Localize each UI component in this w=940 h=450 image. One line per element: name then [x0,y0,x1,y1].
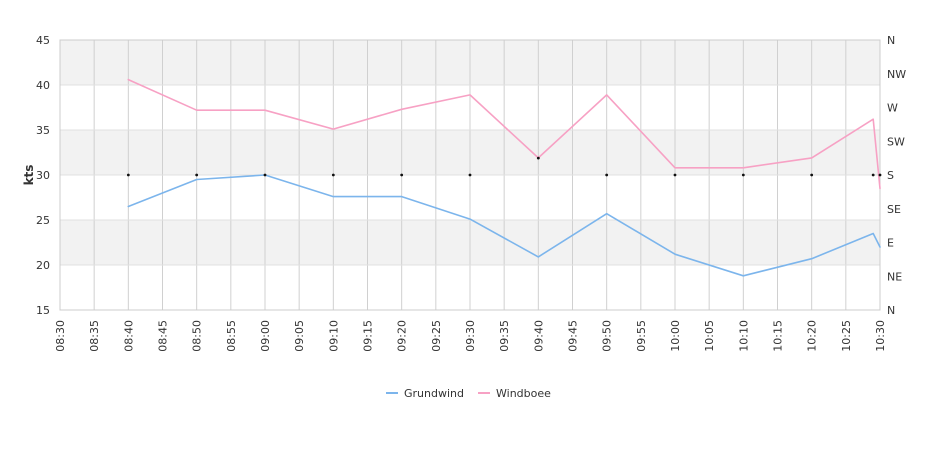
direction-marker [126,173,130,177]
y-axis-ticks: 15 20 25 30 35 40 45 [36,34,50,317]
x-tick-label: 09:15 [362,320,375,352]
direction-marker [871,173,875,177]
x-tick-label: 08:50 [191,320,204,352]
x-tick-label: 10:05 [703,320,716,352]
x-tick-label: 09:45 [567,320,580,352]
x-tick-label: 08:55 [225,320,238,352]
right-tick-label: N [887,34,895,47]
legend[interactable]: Grundwind Windboee [386,387,551,400]
x-tick-label: 09:35 [498,320,511,352]
direction-marker [400,173,404,177]
right-tick-label: S [887,169,894,182]
right-tick-label: W [887,102,898,115]
y-tick-label: 15 [36,304,50,317]
direction-marker [195,173,199,177]
right-tick-label: SE [887,203,901,216]
x-tick-label: 10:15 [772,320,785,352]
x-tick-label: 10:00 [669,320,682,352]
y-tick-label: 40 [36,79,50,92]
x-tick-label: 09:55 [635,320,648,352]
direction-marker [673,173,677,177]
right-tick-label: NE [887,270,902,283]
x-tick-label: 09:50 [601,320,614,352]
right-axis-ticks: N NE E SE S SW W NW N [887,34,906,317]
direction-marker [536,156,540,160]
right-tick-label: NW [887,68,906,81]
right-tick-label: N [887,304,895,317]
x-tick-label: 10:30 [874,320,887,352]
direction-marker [263,173,267,177]
x-tick-label: 08:45 [157,320,170,352]
legend-item-grundwind[interactable]: Grundwind [386,387,464,400]
y-tick-label: 30 [36,169,50,182]
direction-marker [878,173,882,177]
x-tick-label: 10:25 [840,320,853,352]
x-tick-label: 09:20 [396,320,409,352]
x-tick-label: 09:40 [532,320,545,352]
right-tick-label: E [887,237,894,250]
direction-marker [605,173,609,177]
legend-label: Grundwind [404,387,464,400]
direction-markers [126,156,882,177]
x-tick-label: 08:40 [122,320,135,352]
y-tick-label: 25 [36,214,50,227]
legend-item-windboee[interactable]: Windboee [478,387,551,400]
direction-marker [331,173,335,177]
x-tick-label: 09:25 [430,320,443,352]
y-axis-label: kts [22,165,36,186]
x-tick-label: 09:10 [327,320,340,352]
direction-marker [810,173,814,177]
x-tick-label: 09:00 [259,320,272,352]
y-tick-label: 20 [36,259,50,272]
x-tick-label: 08:30 [54,320,67,352]
x-tick-label: 08:35 [88,320,101,352]
y-tick-label: 45 [36,34,50,47]
y-tick-label: 35 [36,124,50,137]
x-tick-label: 10:10 [737,320,750,352]
x-tick-label: 10:20 [806,320,819,352]
legend-label: Windboee [496,387,551,400]
right-tick-label: SW [887,135,905,148]
x-tick-label: 09:05 [293,320,306,352]
x-tick-label: 09:30 [464,320,477,352]
direction-marker [468,173,472,177]
x-axis-ticks: 08:30 08:35 08:40 08:45 08:50 08:55 09:00 09:05… [54,320,887,352]
direction-marker [741,173,745,177]
